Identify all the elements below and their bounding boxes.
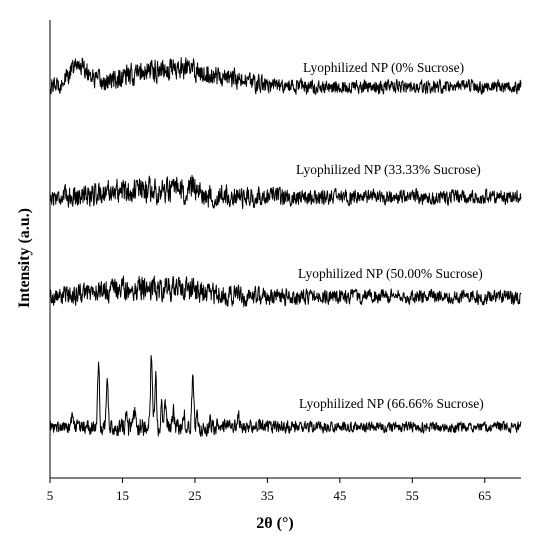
x-tick-label: 35: [261, 488, 274, 503]
series-label-1: Lyophilized NP (0% Sucrose): [303, 60, 464, 75]
x-tick-label: 25: [188, 488, 201, 503]
x-tick-label: 65: [478, 488, 491, 503]
y-axis-title: Intensity (a.u.): [16, 208, 33, 308]
series-labels: Lyophilized NP (0% Sucrose) Lyophilized N…: [296, 60, 484, 411]
x-tick-label: 55: [406, 488, 419, 503]
series-line-1: [49, 57, 522, 95]
x-ticks: 5 15 25 35 45 55 65: [47, 478, 491, 503]
series-line-3: [49, 275, 522, 308]
axes: [49, 20, 521, 479]
series-label-2: Lyophilized NP (33.33% Sucrose): [296, 162, 481, 177]
series-label-3: Lyophilized NP (50.00% Sucrose): [298, 266, 483, 281]
series-line-2: [49, 174, 522, 210]
x-tick-label: 5: [47, 488, 54, 503]
x-tick-label: 15: [116, 488, 129, 503]
series-label-4: Lyophilized NP (66.66% Sucrose): [299, 396, 484, 411]
series-line-4: [49, 355, 522, 437]
x-tick-label: 45: [333, 488, 346, 503]
x-axis-title: 2θ (°): [256, 515, 293, 532]
traces: [49, 57, 522, 437]
